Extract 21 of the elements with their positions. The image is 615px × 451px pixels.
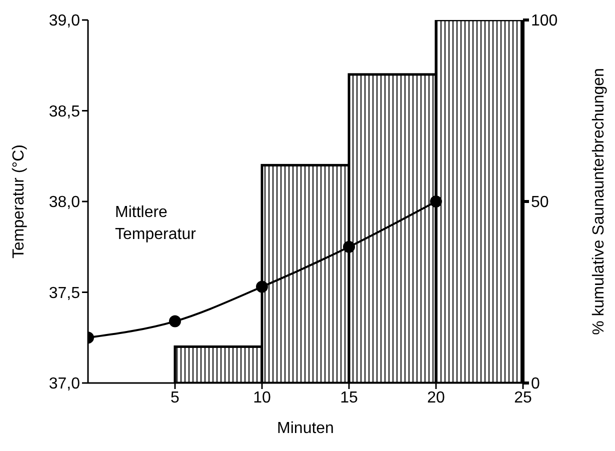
point [256, 280, 268, 293]
text: Mittlere Temperatur [115, 202, 197, 245]
y-tick-label: 37,5 [48, 284, 80, 302]
y2-tick-label: 100 [531, 12, 558, 30]
x-axis-title: Minuten [277, 420, 334, 437]
y2-tick-label: 0 [531, 376, 540, 393]
x-tick-label: 20 [427, 389, 445, 406]
x-tick-label: 15 [340, 389, 358, 406]
y-tick-label: 38,5 [48, 103, 80, 120]
y-tick-label: 39,0 [48, 12, 80, 30]
x-tick-label: 5 [170, 389, 180, 406]
y2-axis-title: % kumulative Saunaunterbrechungen [590, 68, 608, 335]
x-tick-label: 10 [253, 389, 271, 406]
y2-tick-label: 50 [531, 194, 549, 212]
y-tick-label: 38,0 [48, 194, 80, 212]
point [343, 240, 355, 253]
y-axis-title: Temperatur (°C) [10, 144, 28, 258]
y-tick-label: 37,0 [48, 376, 80, 393]
x-tick-label: 25 [514, 389, 532, 406]
point [430, 196, 442, 208]
point [169, 315, 181, 328]
